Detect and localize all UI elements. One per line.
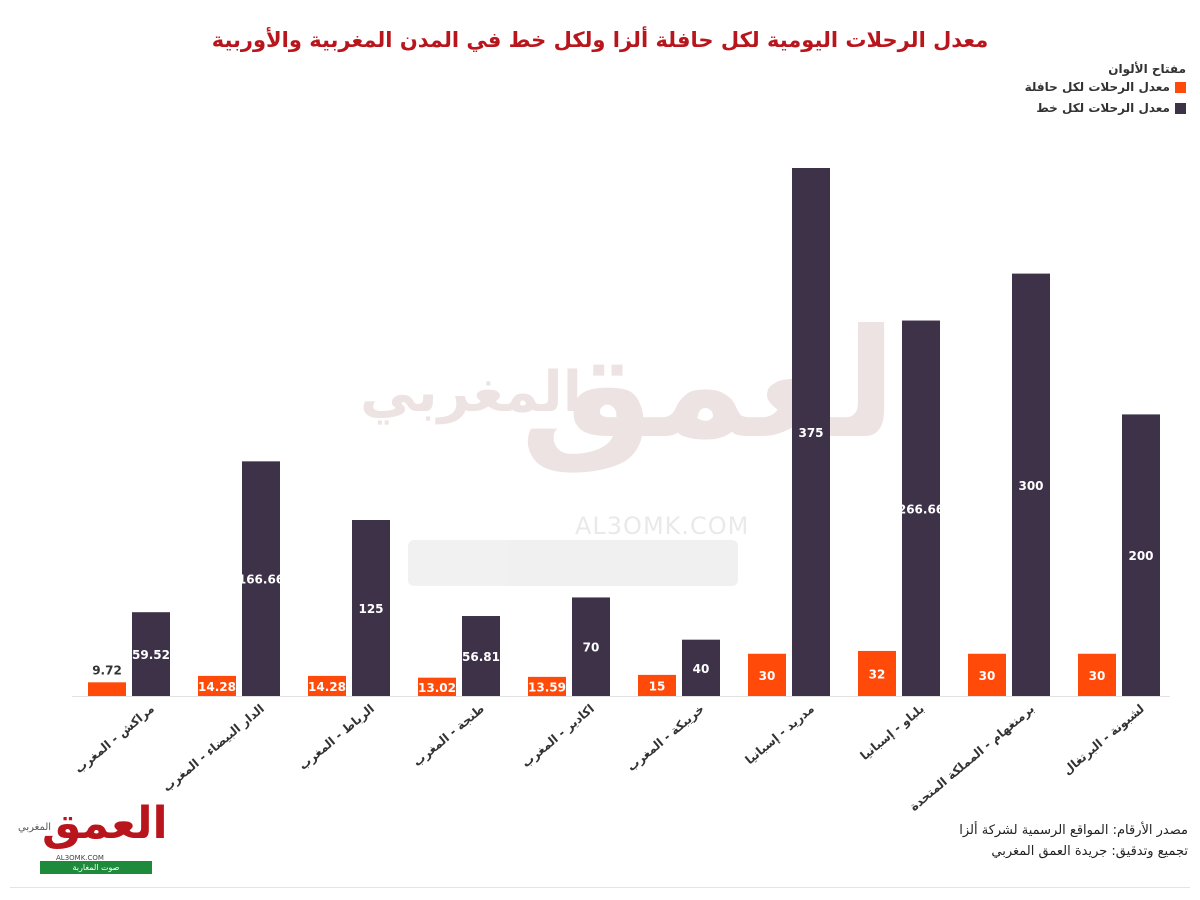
bar-bus xyxy=(198,675,236,696)
bar-line xyxy=(132,612,170,696)
data-label-line: 70 xyxy=(583,641,600,655)
data-label-bus: 14.28 xyxy=(198,680,236,694)
data-label-bus: 13.02 xyxy=(418,681,456,695)
x-tick-label: طنجة - المغرب xyxy=(410,702,487,770)
bottom-divider xyxy=(10,887,1190,888)
legend-swatch-line xyxy=(1175,102,1186,114)
data-label-line: 200 xyxy=(1128,549,1153,563)
data-label-line: 59.52 xyxy=(132,648,170,662)
source-line-1: مصدر الأرقام: المواقع الرسمية لشركة ألزا xyxy=(959,823,1188,838)
bar-line xyxy=(1122,414,1160,696)
logo-tagline: صوت المغاربة xyxy=(40,861,152,874)
x-tick-label: برمنغهام - المملكة المتحدة xyxy=(907,702,1038,815)
data-label-bus: 15 xyxy=(649,679,666,693)
logo-word: العمق xyxy=(42,798,168,849)
data-label-bus: 32 xyxy=(869,667,886,681)
bar-bus xyxy=(638,674,676,696)
data-label-line: 166.66 xyxy=(238,573,284,587)
bar-bus xyxy=(858,650,896,696)
x-tick-label: بلباو - إسبانيا xyxy=(858,702,928,764)
legend: مفتاح الألوان معدل الرحلات لكل حافلة معد… xyxy=(1025,62,1186,122)
bar-bus xyxy=(418,677,456,696)
legend-item-bus: معدل الرحلات لكل حافلة xyxy=(1025,80,1186,94)
bar-line xyxy=(792,168,830,696)
brand-logo: العمق المغربي AL3OMK.COM صوت المغاربة xyxy=(12,798,168,878)
x-tick-label: الرباط - المغرب xyxy=(296,702,377,773)
data-label-line: 125 xyxy=(358,602,383,616)
bar-bus xyxy=(748,653,786,696)
legend-label-bus: معدل الرحلات لكل حافلة xyxy=(1024,80,1170,94)
bar-line xyxy=(572,597,610,696)
data-label-bus: 9.72 xyxy=(92,663,122,677)
bar-line xyxy=(1012,273,1050,696)
legend-swatch-bus xyxy=(1175,81,1186,93)
bar-line xyxy=(902,320,940,696)
bar-line xyxy=(682,639,720,696)
data-label-line: 40 xyxy=(693,662,710,676)
x-tick-label: خريبكة - المغرب xyxy=(624,702,707,774)
bar-bus xyxy=(968,653,1006,696)
chart-title: معدل الرحلات اليومية لكل حافلة ألزا ولكل… xyxy=(211,28,989,52)
data-label-line: 266.66 xyxy=(898,502,944,516)
data-label-bus: 14.28 xyxy=(308,680,346,694)
legend-item-line: معدل الرحلات لكل خط xyxy=(1025,101,1186,115)
source-note: مصدر الأرقام: المواقع الرسمية لشركة ألزا… xyxy=(959,820,1188,862)
bar-bus xyxy=(528,676,566,696)
data-label-line: 56.81 xyxy=(462,650,500,664)
x-tick-label: اكادير - المغرب xyxy=(519,702,597,771)
x-tick-label: مراكش - المغرب xyxy=(72,702,157,777)
bar-bus xyxy=(308,675,346,696)
logo-url: AL3OMK.COM xyxy=(56,854,104,862)
data-label-bus: 13.59 xyxy=(528,680,566,694)
x-tick-label: مدريد - إسبانيا xyxy=(743,702,817,768)
bar-bus xyxy=(88,682,126,696)
bar-line xyxy=(462,616,500,696)
x-tick-label: الدار البيضاء - المغرب xyxy=(160,702,267,795)
source-line-2: تجميع وتدقيق: جريدة العمق المغربي xyxy=(991,844,1188,859)
x-tick-label: لشبونة - البرتغال xyxy=(1060,702,1147,779)
bar-line xyxy=(242,461,280,696)
legend-title: مفتاح الألوان xyxy=(1108,62,1186,76)
data-label-line: 375 xyxy=(798,426,823,440)
logo-small-word: المغربي xyxy=(18,822,52,833)
data-label-bus: 30 xyxy=(759,669,776,683)
bar-line xyxy=(352,520,390,696)
data-label-line: 300 xyxy=(1018,479,1043,493)
bar-bus xyxy=(1078,653,1116,696)
data-label-bus: 30 xyxy=(979,669,996,683)
legend-label-line: معدل الرحلات لكل خط xyxy=(1036,101,1170,115)
data-label-bus: 30 xyxy=(1089,669,1106,683)
